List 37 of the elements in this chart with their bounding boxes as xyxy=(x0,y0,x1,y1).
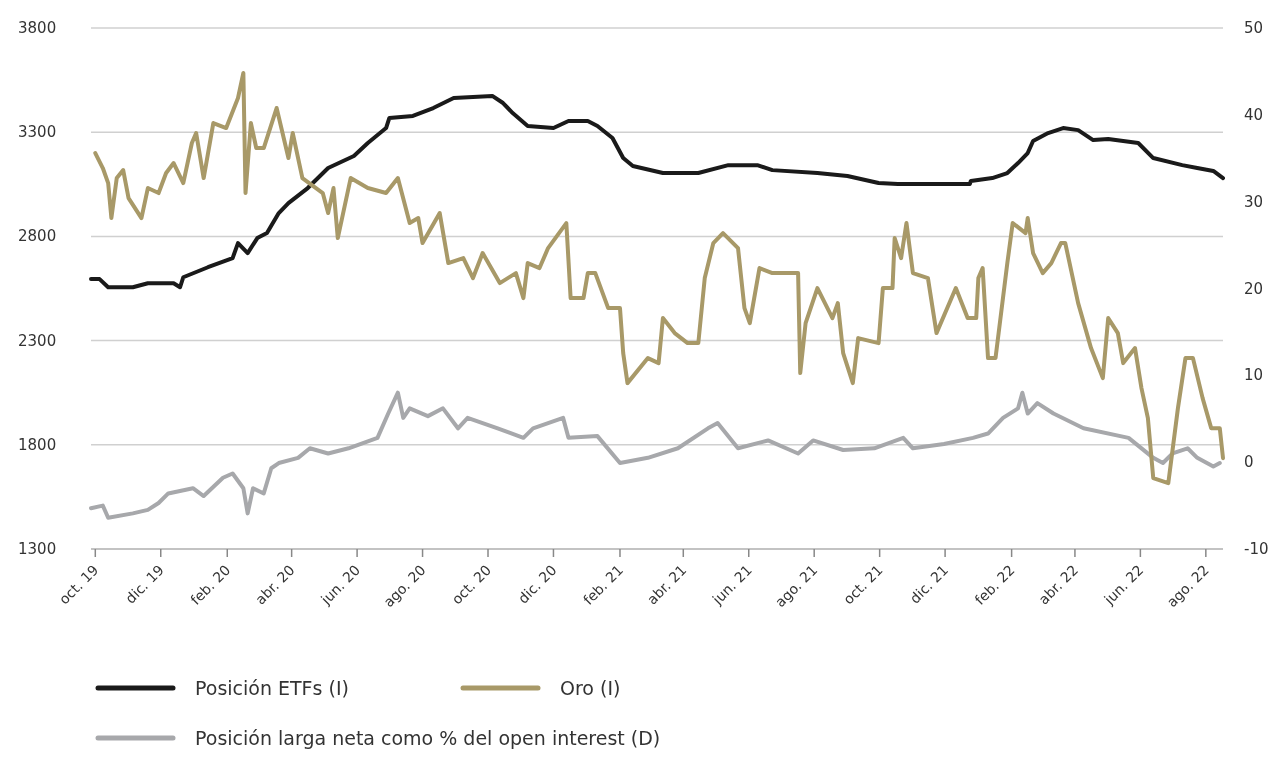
x-tick-label: dic. 19 xyxy=(122,561,167,607)
y2-tick-label: 30 xyxy=(1244,192,1264,211)
x-tick-label: jun. 21 xyxy=(708,561,755,609)
x-tick-label: oct. 21 xyxy=(840,561,886,608)
x-tick-label: jun. 20 xyxy=(317,561,364,609)
line-series xyxy=(93,71,1225,486)
legend-label: Posición larga neta como % del open interest (D) xyxy=(195,727,661,749)
x-tick-label: jun. 22 xyxy=(1100,561,1147,609)
y2-tick-label: 20 xyxy=(1244,279,1264,298)
x-tick-label: feb. 21 xyxy=(580,561,627,608)
line-series xyxy=(89,93,1225,290)
y2-tick-label: 50 xyxy=(1244,19,1264,37)
y-tick-label: 3800 xyxy=(18,19,57,37)
x-tick-label: ago. 20 xyxy=(380,561,429,611)
x-tick-label: abr. 20 xyxy=(252,561,298,608)
x-tick-label: oct. 19 xyxy=(55,561,102,608)
y2-tick-label: 10 xyxy=(1244,366,1264,385)
x-tick-label: abr. 22 xyxy=(1035,561,1082,608)
x-tick-label: dic. 21 xyxy=(906,561,952,607)
y-tick-label: 3300 xyxy=(18,123,57,142)
x-tick-label: oct. 20 xyxy=(448,561,495,608)
y-tick-label: 1300 xyxy=(18,540,57,558)
y-tick-label: 2800 xyxy=(18,227,57,246)
x-tick-label: dic. 20 xyxy=(514,561,560,607)
x-tick-label: abr. 21 xyxy=(643,561,690,608)
y-tick-label: 1800 xyxy=(18,435,57,454)
y-tick-label: 2300 xyxy=(18,331,57,350)
legend-label: Oro (I) xyxy=(560,677,621,699)
x-tick-label: feb. 20 xyxy=(187,561,234,608)
y2-tick-label: 40 xyxy=(1244,105,1264,124)
y2-tick-label: -10 xyxy=(1244,540,1269,558)
x-tick-label: ago. 22 xyxy=(1163,561,1212,611)
x-tick-label: ago. 21 xyxy=(771,561,821,611)
legend-label: Posición ETFs (I) xyxy=(195,677,349,699)
y2-tick-label: 0 xyxy=(1244,453,1254,472)
line-series xyxy=(89,390,1222,520)
x-tick-label: feb. 22 xyxy=(971,561,1018,608)
